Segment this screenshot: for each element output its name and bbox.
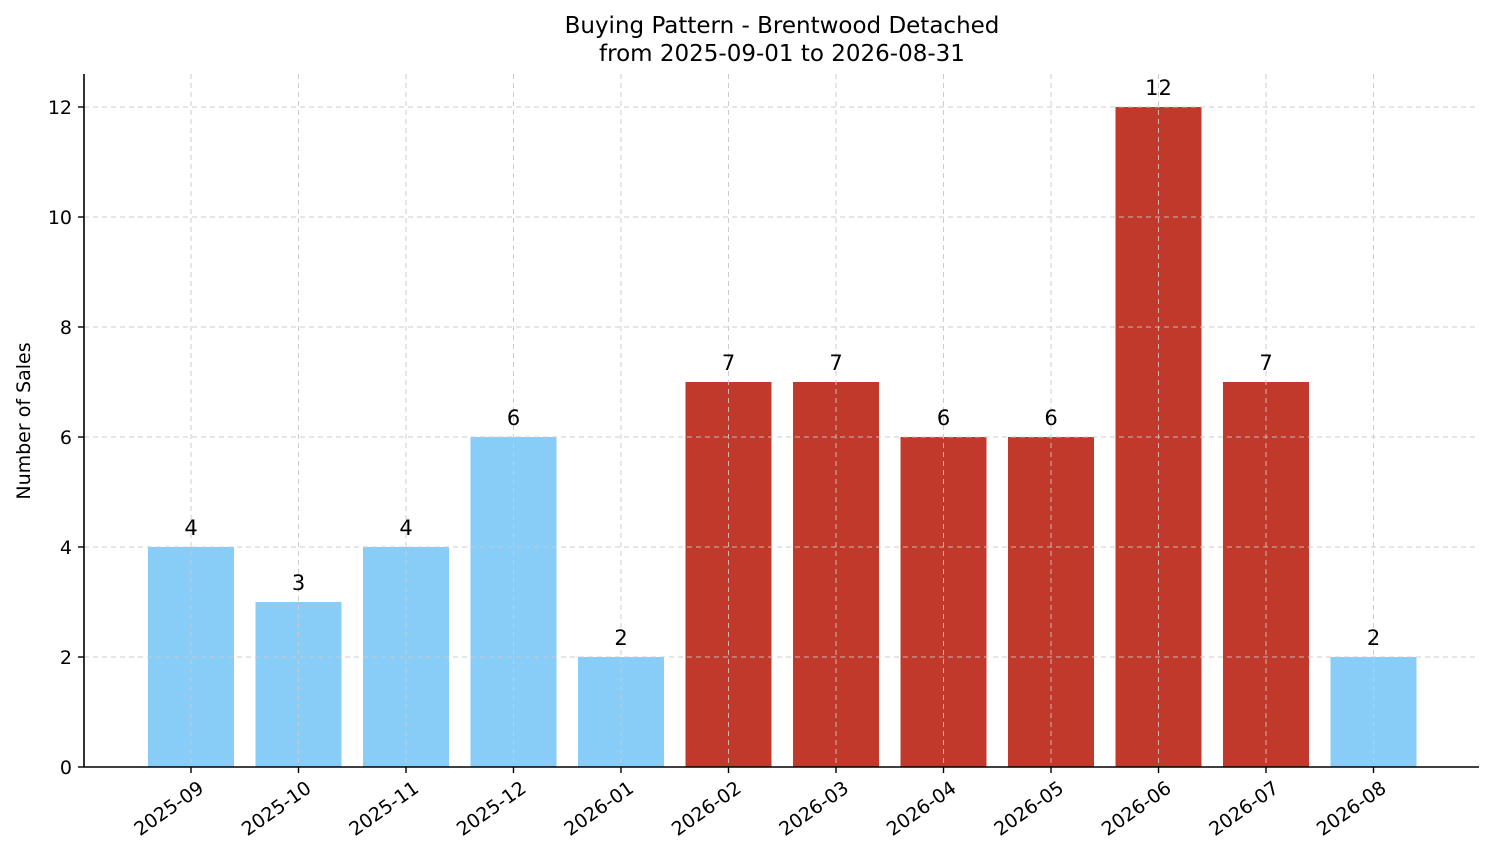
- x-ticks-layer: 2025-09 2025-10 2025-11 2025-12 2026-01 2026-…: [130, 767, 1390, 841]
- x-tick-label: 2026-03: [775, 777, 853, 841]
- bar: [363, 547, 449, 767]
- bar-value-label: 12: [1145, 76, 1172, 100]
- y-tick-label: 0: [60, 757, 72, 779]
- y-ticks-layer: 0 2 4 6 8 10 12: [48, 97, 84, 779]
- bar-value-label: 6: [1044, 406, 1057, 430]
- y-tick-label: 6: [60, 427, 72, 449]
- axes-layer: [83, 74, 1479, 768]
- bar-value-label: 7: [1259, 351, 1272, 375]
- y-tick-label: 10: [48, 207, 72, 229]
- bar: [1330, 657, 1417, 767]
- x-tick-label: 2025-11: [345, 777, 423, 841]
- bar-value-label: 4: [184, 516, 197, 540]
- y-tick-label: 4: [60, 537, 72, 559]
- bar-value-label: 6: [507, 406, 520, 430]
- x-tick-label: 2026-06: [1098, 777, 1176, 841]
- bar-value-label: 3: [292, 571, 305, 595]
- chart-subtitle: from 2025-09-01 to 2026-08-31: [599, 41, 965, 67]
- x-tick-label: 2026-05: [990, 777, 1068, 841]
- y-tick-label: 12: [48, 97, 72, 119]
- x-tick-label: 2025-09: [130, 777, 208, 841]
- bar: [685, 382, 772, 767]
- bar-value-label: 7: [829, 351, 842, 375]
- x-tick-label: 2026-07: [1205, 777, 1283, 841]
- x-tick-label: 2025-10: [238, 777, 316, 841]
- bar-value-label: 6: [937, 406, 950, 430]
- bar-value-label: 2: [614, 626, 627, 650]
- data-labels-layer: 4 3 4 6 2 7 7 6 6 12 7 2: [184, 76, 1380, 650]
- y-tick-label: 2: [60, 647, 72, 669]
- bar-value-label: 7: [722, 351, 735, 375]
- bar: [578, 657, 664, 767]
- x-tick-label: 2026-08: [1313, 777, 1391, 841]
- x-tick-label: 2026-02: [668, 777, 746, 841]
- x-tick-label: 2025-12: [453, 777, 531, 841]
- y-axis-label: Number of Sales: [13, 342, 35, 499]
- bar: [1223, 382, 1309, 767]
- bar: [255, 602, 342, 767]
- y-tick-label: 8: [60, 317, 72, 339]
- x-tick-label: 2026-01: [560, 777, 638, 841]
- bar-value-label: 2: [1367, 626, 1380, 650]
- bar: [793, 382, 879, 767]
- bar-value-label: 4: [399, 516, 412, 540]
- chart-title: Buying Pattern - Brentwood Detached: [565, 13, 1000, 39]
- x-tick-label: 2026-04: [883, 777, 961, 841]
